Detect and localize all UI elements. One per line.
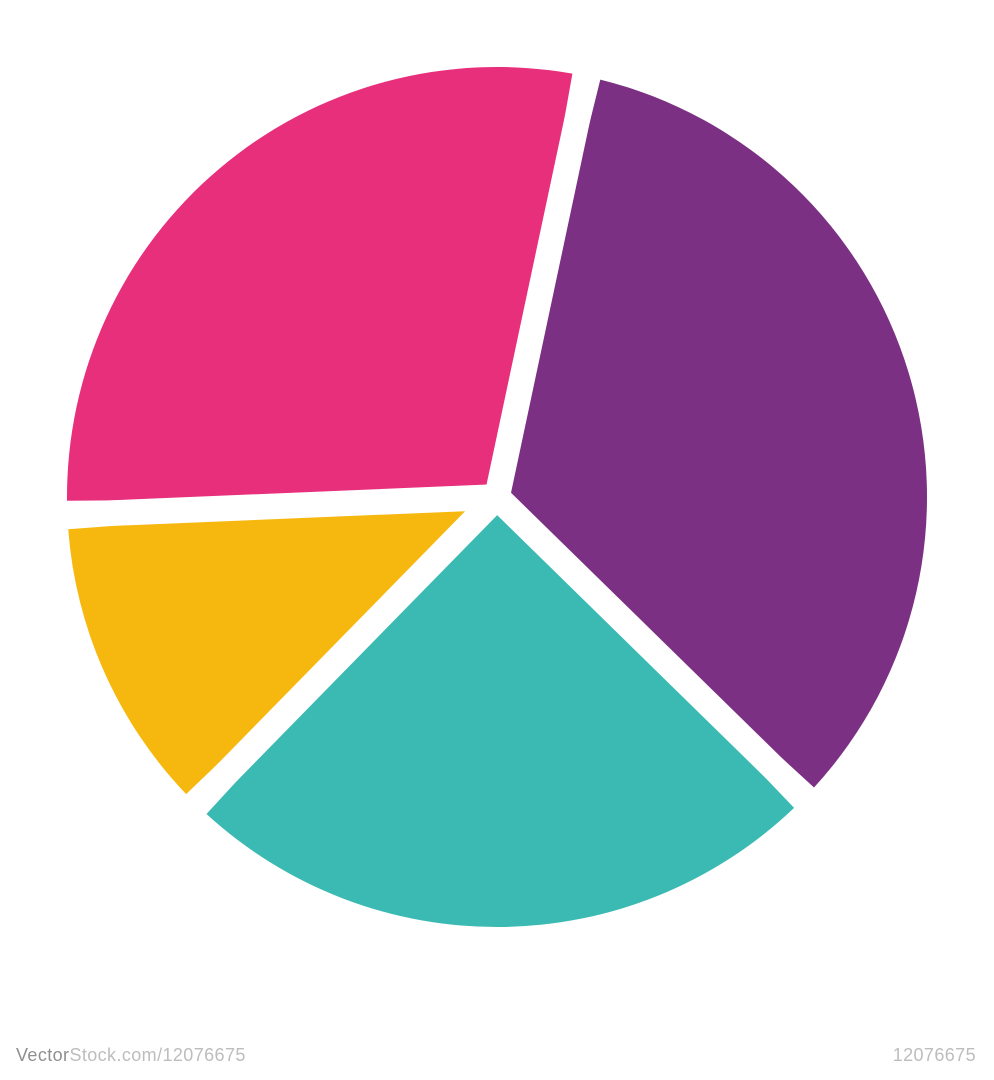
watermark-brand-bold: Vector [16,1045,69,1065]
slice-pink [67,67,572,501]
watermark-suffix: .com/12076675 [116,1045,245,1065]
chart-canvas: VectorStock.com/12076675 12076675 [0,0,994,1080]
watermark: VectorStock.com/12076675 [16,1045,246,1066]
watermark-brand-light: Stock [69,1045,116,1065]
pie-chart-svg [67,67,927,927]
slice-gap [67,497,497,515]
image-id: 12076675 [893,1045,976,1066]
pie-chart [67,67,927,927]
